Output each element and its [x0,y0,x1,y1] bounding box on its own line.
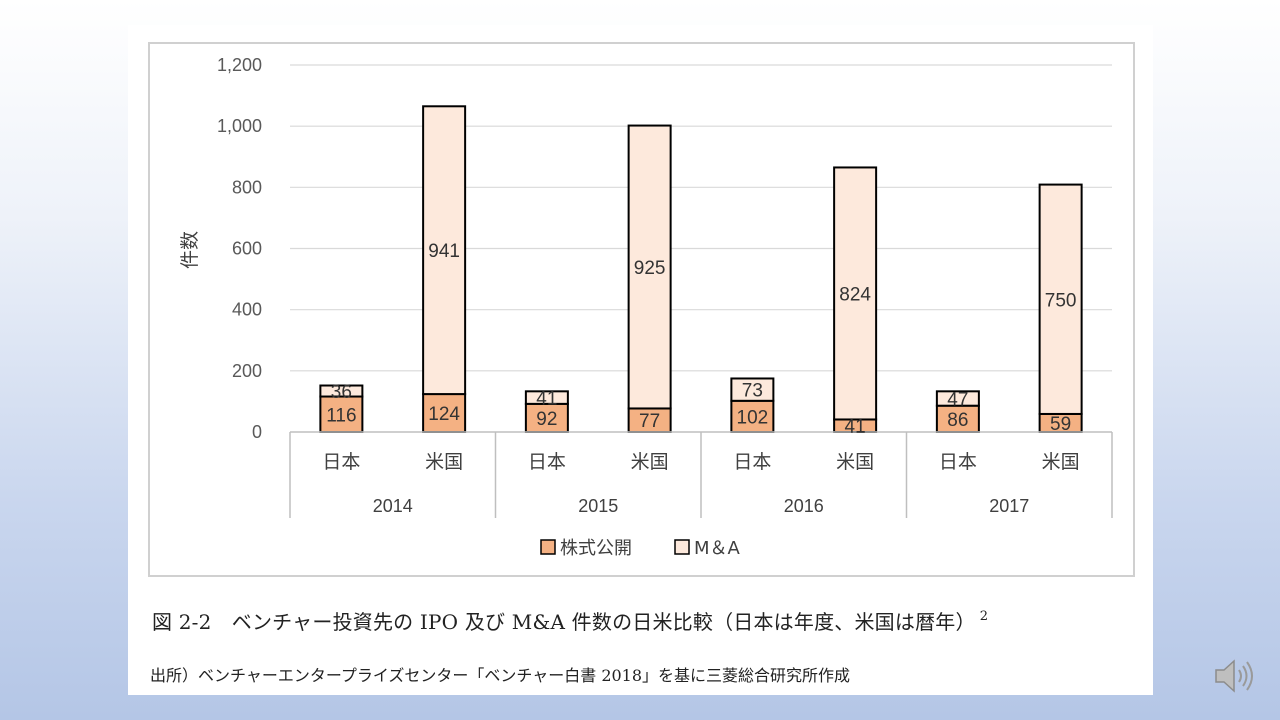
bar-segment [730,377,775,402]
data-label: 124 [428,404,460,425]
bar-segment [524,390,569,405]
figure-footnote-mark: 2 [979,609,989,624]
legend-label: M＆A [694,538,741,559]
y-tick-label: 400 [232,300,262,320]
data-label: 41 [845,417,866,438]
bar-segment [833,166,878,421]
data-label: 77 [639,411,660,432]
data-label: 86 [947,410,968,431]
axis-layer [289,431,1113,518]
legend-label: 株式公開 [560,538,632,559]
data-label: 824 [839,284,871,305]
bar-segment [524,402,569,434]
data-label: 47 [947,390,968,411]
legend-swatch [674,539,690,555]
x-category-label: 米国 [1042,451,1080,473]
bar-layer [319,105,1083,434]
data-label: 116 [326,405,356,426]
x-category-label: 米国 [631,451,669,473]
data-label: 41 [536,389,557,410]
figure-caption-text: 図 2-2 ベンチャー投資先の IPO 及び M&A 件数の日米比較（日本は年度… [152,610,976,634]
y-tick-label: 800 [232,177,262,197]
data-label: 92 [536,409,557,430]
y-tick-label: 1,200 [217,55,262,75]
data-label: 73 [742,381,763,402]
x-category-label: 日本 [939,451,977,473]
bar-segment [422,105,467,396]
bar-segment [935,390,980,407]
y-axis-title: 件数 [179,231,201,269]
data-label: 36 [331,382,352,403]
x-category-label: 日本 [528,451,566,473]
y-tick-label: 200 [232,361,262,381]
x-group-label: 2015 [578,496,618,516]
figure-caption: 図 2-2 ベンチャー投資先の IPO 及び M&A 件数の日米比較（日本は年度… [152,606,988,635]
y-tick-label: 600 [232,239,262,259]
speaker-icon[interactable] [1212,653,1258,699]
x-category-label: 日本 [733,451,771,473]
y-tick-label: 0 [252,422,262,442]
data-label: 59 [1050,414,1071,435]
x-group-label: 2017 [989,496,1029,516]
source-note: 出所）ベンチャーエンタープライズセンター「ベンチャー白書 2018」を基に三菱総… [150,666,851,685]
legend-swatch [540,539,556,555]
x-category-label: 米国 [425,451,463,473]
legend-layer: 株式公開 M＆A [540,538,741,559]
x-group-label: 2014 [373,496,413,516]
data-label: 102 [737,407,769,428]
bar-segment [1038,183,1083,415]
data-label: 925 [634,258,666,279]
data-label: 750 [1045,290,1077,311]
bar-segment [627,124,672,410]
x-group-label: 2016 [784,496,824,516]
x-category-label: 日本 [322,451,360,473]
x-category-label: 米国 [836,451,874,473]
y-tick-label: 1,000 [217,116,262,136]
grid-layer [290,64,1112,372]
data-label: 941 [428,241,460,262]
bar-segment [319,384,364,398]
